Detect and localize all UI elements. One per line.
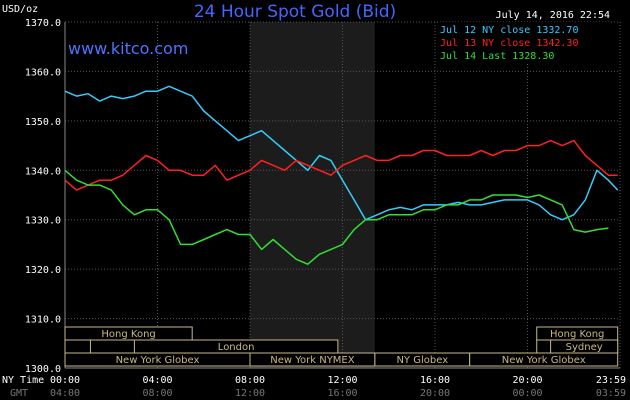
- session-row2-box: [64, 339, 91, 354]
- series-line-2: [64, 169, 609, 265]
- session-row1-box: [64, 326, 193, 341]
- session-row1-label: Hong Kong: [550, 329, 604, 340]
- legend-entry-jul12: Jul 12 NY close 1332.70: [440, 25, 578, 36]
- session-row3-label: New York NYMEX: [270, 355, 355, 366]
- x-tick-label-ny: 08:00: [235, 375, 265, 386]
- y-tick-label: 1350.0: [25, 117, 61, 128]
- y-tick-label: 1320.0: [25, 265, 61, 276]
- series-line-0: [64, 85, 619, 221]
- plot-frame: [64, 22, 620, 369]
- x-tick-label-ny: 12:00: [327, 375, 357, 386]
- session-row3-label: New York Globex: [502, 355, 586, 366]
- series-line-1: [64, 139, 618, 191]
- x-tick-label-ny: 04:00: [142, 375, 172, 386]
- session-row3-box: [469, 352, 619, 367]
- y-tick-label: 1300.0: [25, 364, 61, 375]
- series-lines: [64, 85, 619, 265]
- y-tick-label: 1360.0: [25, 67, 61, 78]
- y-tick-label: 1330.0: [25, 216, 61, 227]
- y-tick-label: 1340.0: [25, 166, 61, 177]
- session-row3-label: New York Globex: [116, 355, 200, 366]
- market-session-bars: Hong Kong Hong Kong London Sydney New York G…: [64, 326, 619, 367]
- ny-time-label: NY Time: [2, 375, 44, 386]
- x-tick-label-gmt: 00:00: [512, 388, 542, 399]
- session-row3-label: NY Globex: [396, 355, 448, 366]
- x-tick-label-gmt: 08:00: [142, 388, 172, 399]
- legend-entry-jul13: Jul 13 NY close 1342.30: [440, 38, 578, 49]
- legend-box: [438, 22, 610, 62]
- x-axis-ticks: 00:00 04:00 04:00 08:00 08:00 12:00 12:00 16:00…: [50, 375, 626, 399]
- chart-title: 24 Hour Spot Gold (Bid): [194, 2, 396, 22]
- gmt-label: GMT: [10, 388, 28, 399]
- x-tick-label-ny: 23:59: [596, 375, 626, 386]
- y-axis-label: USD/oz: [2, 4, 38, 15]
- x-tick-label-gmt: 12:00: [235, 388, 265, 399]
- session-row1-label: Hong Kong: [101, 329, 155, 340]
- y-tick-label: 1370.0: [25, 18, 61, 29]
- x-tick-label-gmt: 03:59: [596, 388, 626, 399]
- nymex-session-shading: [250, 22, 375, 368]
- x-tick-label-gmt: 20:00: [420, 388, 450, 399]
- x-tick-label-gmt: 04:00: [50, 388, 80, 399]
- x-tick-label-gmt: 16:00: [327, 388, 357, 399]
- y-axis-ticks: 1300.0 1310.0 1320.0 1330.0 1340.0 1350.0 1360…: [25, 18, 61, 375]
- session-row2-label: London: [218, 342, 255, 353]
- x-tick-label-ny: 00:00: [50, 375, 80, 386]
- legend: Jul 12 NY close 1332.70 Jul 13 NY close …: [438, 22, 610, 62]
- x-tick-label-ny: 16:00: [420, 375, 450, 386]
- session-row2-label: Sydney: [566, 342, 603, 353]
- x-tick-label-ny: 20:00: [512, 375, 542, 386]
- chart-timestamp: July 14, 2016 22:54: [496, 10, 610, 21]
- site-watermark: www.kitco.com: [68, 39, 188, 58]
- legend-entry-jul14: Jul 14 Last 1328.30: [440, 51, 554, 62]
- y-tick-label: 1310.0: [25, 315, 61, 326]
